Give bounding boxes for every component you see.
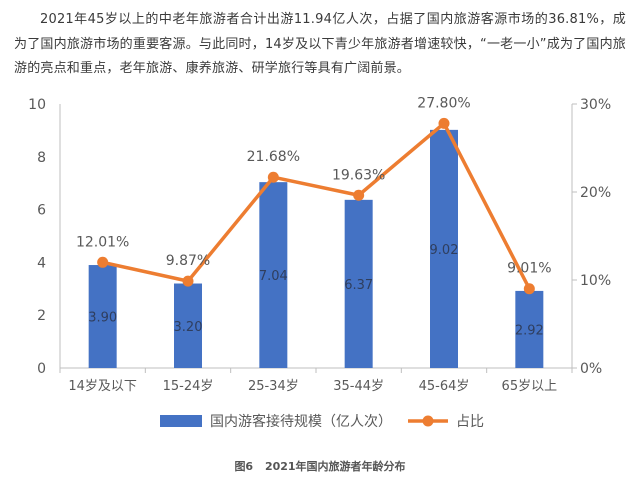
bar [344,199,373,368]
bar-value-label: 6.37 [344,278,373,293]
x-tick-label: 15-24岁 [163,379,214,394]
x-tick-label: 35-44岁 [333,379,384,394]
y2-tick-label: 10% [580,273,611,289]
figure-caption-title: 2021年国内旅游者年龄分布 [264,460,406,473]
legend-line-marker [422,415,434,427]
legend-bar-swatch [160,415,202,427]
intro-paragraph: 2021年45岁以上的中老年旅游者合计出游11.94亿人次，占据了国内旅游客源市… [14,8,626,82]
bar-value-label: 9.02 [430,243,459,258]
x-tick-label: 14岁及以下 [68,379,137,394]
y-tick-label: 0 [37,361,46,377]
bar [88,265,117,368]
bar [515,290,544,368]
x-tick-label: 65岁以上 [502,379,558,394]
line-point [523,283,535,295]
line-point [267,171,279,183]
bar-value-label: 7.04 [259,269,288,284]
y2-tick-label: 0% [580,361,602,377]
bar [430,129,458,368]
bar [174,283,202,368]
intro-text: 2021年45岁以上的中老年旅游者合计出游11.94亿人次，占据了国内旅游客源市… [14,12,626,76]
line-value-label: 21.68% [247,149,300,165]
line-point [97,256,109,268]
line-value-label: 12.01% [76,234,129,250]
line-value-label: 27.80% [417,95,470,111]
line-point [182,275,194,287]
y-tick-label: 10 [28,97,46,113]
line-value-label: 19.63% [332,167,385,183]
y-tick-label: 4 [37,255,46,271]
bar [259,182,288,368]
bar-value-label: 2.92 [515,323,544,338]
series-line [102,121,531,290]
x-tick-label: 45-64岁 [419,379,470,394]
figure-caption: 图6 2021年国内旅游者年龄分布 [0,458,640,474]
line-value-label: 9.87% [166,253,210,269]
bar-value-label: 3.20 [174,320,203,335]
y-tick-label: 8 [37,150,46,166]
y2-tick-label: 20% [580,185,611,201]
line-value-label: 9.01% [507,261,551,277]
y-tick-label: 2 [37,308,46,324]
legend-line-label: 占比 [456,414,484,430]
line-point [353,189,365,201]
bar-value-label: 3.90 [88,311,117,326]
y-tick-label: 6 [37,203,46,219]
figure-caption-label: 图6 [234,460,254,473]
line-point [438,117,450,129]
x-tick-label: 25-34岁 [248,379,299,394]
legend-bar-label: 国内游客接待规模（亿人次） [210,413,392,430]
y2-tick-label: 30% [580,97,611,113]
